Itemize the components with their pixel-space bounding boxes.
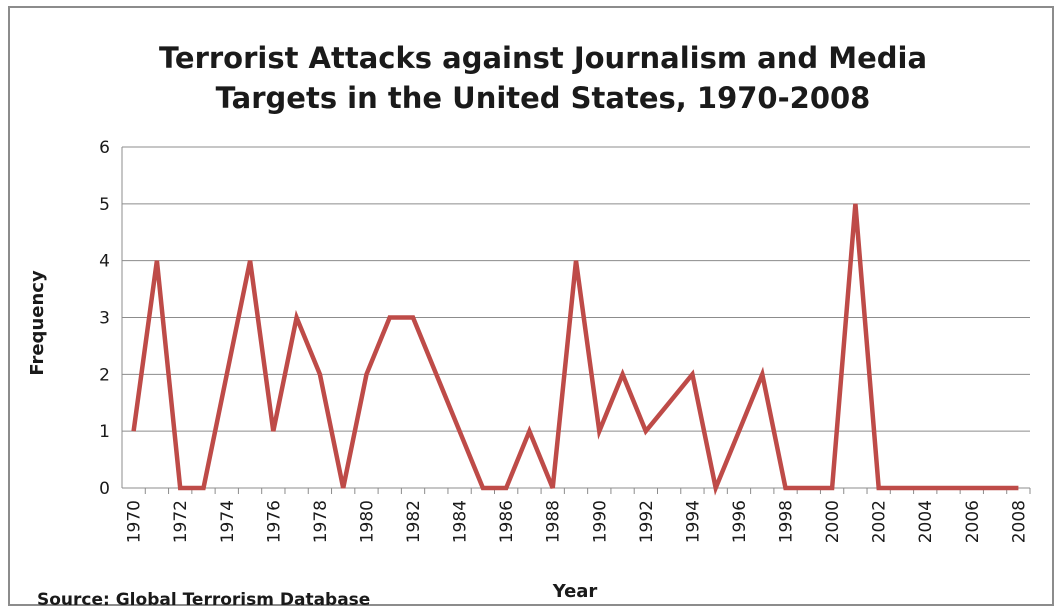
x-tick-label: 1996 [730,500,750,543]
x-tick-label: 2004 [916,500,936,543]
series-line [131,203,1019,496]
x-tick-label: 1988 [544,500,564,543]
y-tick-label: 1 [99,422,110,442]
y-tick-label: 3 [99,309,110,329]
y-axis-title: Frequency [27,270,48,376]
x-tick-label: 1994 [683,500,703,543]
x-tick-label: 1990 [590,500,610,543]
x-tick-label: 1982 [404,500,424,543]
x-tick-label: 1992 [637,500,657,543]
x-tick-label: 1976 [264,500,284,543]
y-tick-label: 5 [99,195,110,215]
x-axis-title: Year [552,581,598,602]
x-tick-label: 2006 [963,500,983,543]
x-tick-label: 1984 [451,500,471,543]
x-tick-label: 1972 [171,500,191,543]
x-tick-labels: 1970 1972 1974 1976 1978 1980 1982 1984 1986 1988… [125,500,1030,543]
y-tick-label: 2 [99,365,110,385]
x-tick-label: 1970 [125,500,145,543]
chart-title-line-1: Terrorist Attacks against Journalism and… [159,41,927,75]
x-tick-label: 1998 [777,500,797,543]
y-tick-label: 4 [99,252,110,272]
x-tick-label: 2008 [1009,500,1029,543]
y-tick-label: 6 [99,138,110,158]
x-tick-label: 2000 [823,500,843,543]
x-tick-label: 1978 [311,500,331,543]
y-tick-labels: 0 1 2 3 4 5 6 [99,138,110,499]
chart-title-line-2: Targets in the United States, 1970-2008 [216,81,871,115]
y-tick-label: 0 [99,479,110,499]
x-tick-label: 1986 [497,500,517,543]
line-chart: Terrorist Attacks against Journalism and… [27,41,1031,608]
x-tick-label: 2002 [870,500,890,543]
x-tick-label: 1980 [357,500,377,543]
source-note: Source: Global Terrorism Database [37,590,370,608]
x-tick-label: 1974 [218,500,238,543]
chart-frame: Terrorist Attacks against Journalism and… [8,6,1054,608]
